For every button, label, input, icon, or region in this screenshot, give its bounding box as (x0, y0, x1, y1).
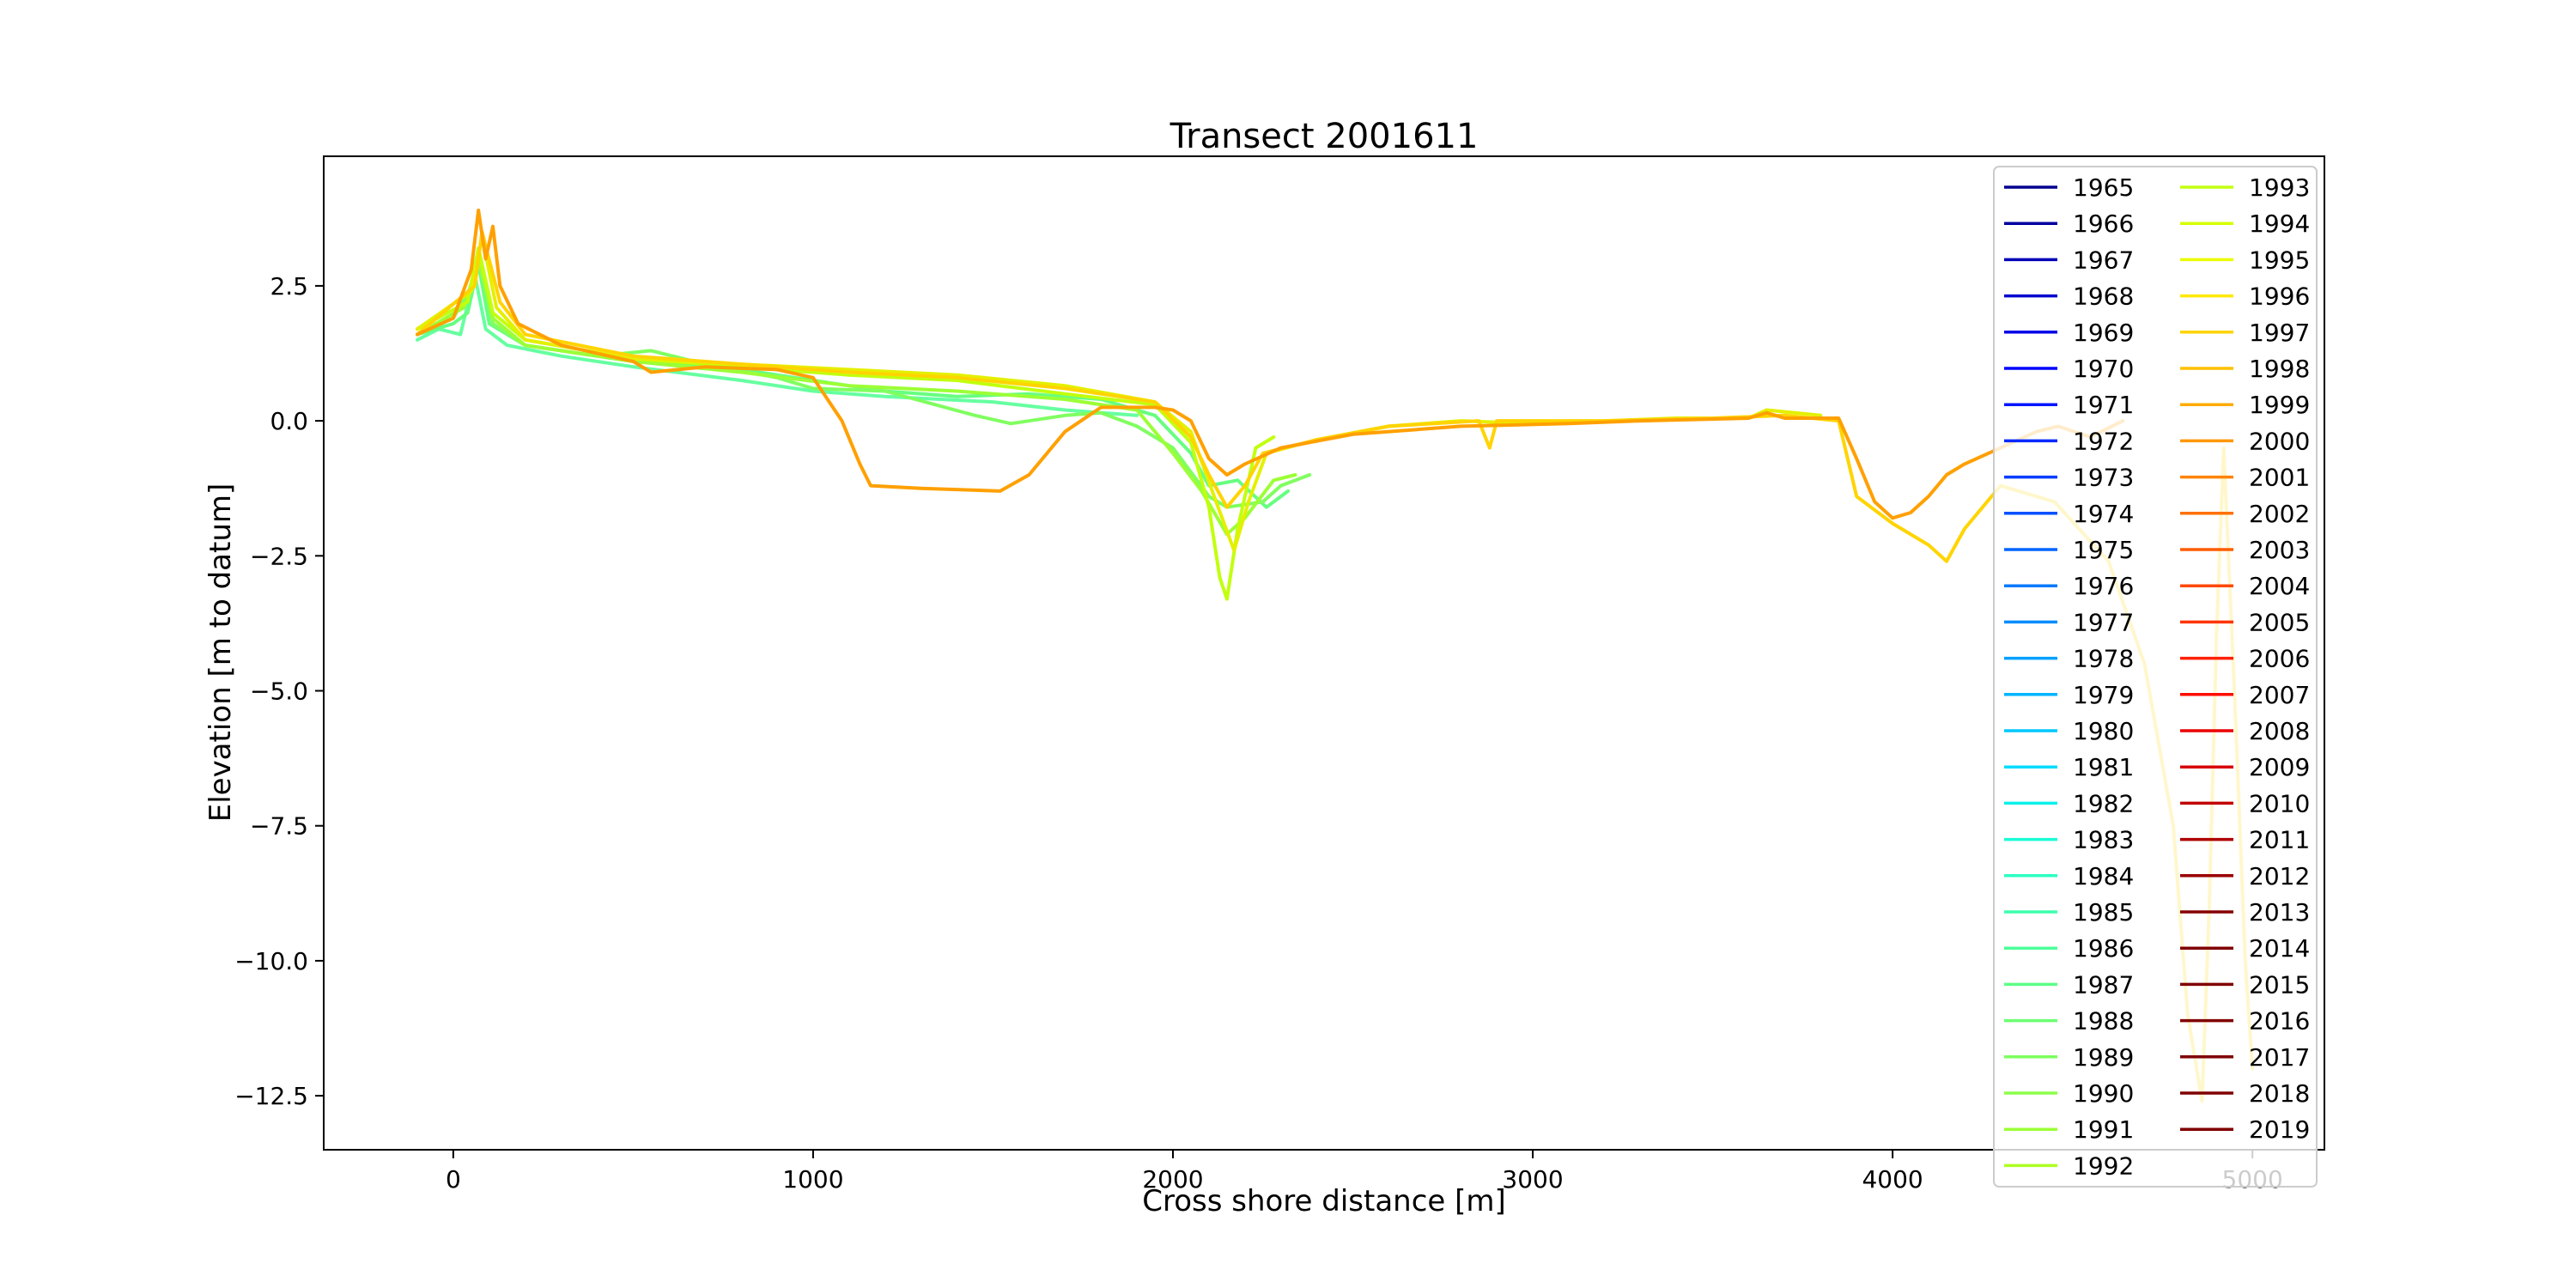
legend-label: 1977 (2073, 608, 2134, 636)
y-tick-label: −2.5 (250, 542, 308, 570)
legend-label: 1993 (2249, 173, 2310, 202)
x-tick-label: 4000 (1862, 1165, 1923, 1194)
series-line-1995 (416, 246, 1276, 601)
chart-title: Transect 2001611 (1170, 117, 1479, 156)
x-tick-label: 3000 (1502, 1165, 1563, 1194)
legend-label: 1978 (2073, 645, 2134, 673)
legend-label: 1994 (2249, 210, 2310, 238)
legend-label: 2019 (2249, 1115, 2310, 1144)
legend-label: 2002 (2249, 500, 2310, 528)
legend-label: 2003 (2249, 536, 2310, 564)
y-tick-label: −12.5 (234, 1082, 308, 1110)
legend-label: 2017 (2249, 1043, 2310, 1072)
series-line-1998 (416, 235, 1823, 552)
legend-box (1993, 166, 2318, 1188)
legend-label: 1967 (2073, 246, 2134, 274)
legend-label: 2011 (2249, 826, 2310, 854)
y-tick-label: −10.0 (234, 947, 308, 975)
legend-label: 2013 (2249, 898, 2310, 927)
legend-label: 1987 (2073, 970, 2134, 999)
legend-label: 1999 (2249, 391, 2310, 419)
series-line-1986 (416, 273, 1139, 417)
legend-label: 1965 (2073, 173, 2134, 202)
series-layer (416, 208, 2255, 1103)
legend-label: 2005 (2249, 608, 2310, 636)
x-tick-label: 1000 (782, 1165, 843, 1194)
legend-label: 1973 (2073, 464, 2134, 492)
y-axis-label: Elevation [m to datum] (204, 483, 238, 823)
legend-label: 1984 (2073, 862, 2134, 890)
legend-label: 2008 (2249, 717, 2310, 745)
legend-label: 2007 (2249, 681, 2310, 709)
y-tick-label: −7.5 (250, 812, 308, 841)
legend-label: 2000 (2249, 427, 2310, 455)
legend-label: 1966 (2073, 210, 2134, 238)
plot-frame (323, 155, 2325, 1151)
legend-label: 1979 (2073, 681, 2134, 709)
legend-label: 1981 (2073, 753, 2134, 781)
legend-label: 1997 (2249, 319, 2310, 347)
x-tick-label: 2000 (1142, 1165, 1203, 1194)
legend-label: 1980 (2073, 717, 2134, 745)
legend-label: 2015 (2249, 970, 2310, 999)
legend-label: 1983 (2073, 826, 2134, 854)
legend-label: 1976 (2073, 572, 2134, 600)
legend-label: 2004 (2249, 572, 2310, 600)
x-axis-label: Cross shore distance [m] (1142, 1184, 1506, 1218)
legend-label: 2018 (2249, 1079, 2310, 1108)
legend-label: 2001 (2249, 464, 2310, 492)
legend-label: 1996 (2249, 283, 2310, 311)
legend-label: 1970 (2073, 355, 2134, 383)
legend-label: 2016 (2249, 1007, 2310, 1036)
legend-label: 1990 (2073, 1079, 2134, 1108)
legend-label: 1986 (2073, 934, 2134, 963)
legend-label: 1982 (2073, 789, 2134, 817)
legend-label: 2010 (2249, 789, 2310, 817)
legend-label: 1969 (2073, 319, 2134, 347)
legend: 1965 1966 1967 1968 1969 1970 1971 1972 1973 1974… (1993, 166, 2318, 1188)
legend-label: 1971 (2073, 391, 2134, 419)
legend-label: 1988 (2073, 1007, 2134, 1036)
series-line-1993 (416, 257, 1297, 537)
legend-label: 1985 (2073, 898, 2134, 927)
y-tick-label: 0.0 (270, 407, 308, 435)
legend-label: 2006 (2249, 645, 2310, 673)
legend-label: 1991 (2073, 1115, 2134, 1144)
legend-label: 1972 (2073, 427, 2134, 455)
legend-label: 1975 (2073, 536, 2134, 564)
legend-label: 2014 (2249, 934, 2310, 963)
series-line-2004 (416, 208, 2125, 520)
y-tick-label: 2.5 (270, 272, 308, 301)
ticks-layer: 0100020003000400050002.50.0−2.5−5.0−7.5−… (234, 272, 2283, 1194)
legend-label: 2009 (2249, 753, 2310, 781)
series-line-2001 (416, 230, 2255, 1103)
legend-label: 2012 (2249, 862, 2310, 890)
legend-label: 1974 (2073, 500, 2134, 528)
x-tick-label: 0 (446, 1165, 461, 1194)
legend-label: 1992 (2073, 1151, 2134, 1180)
legend-label: 1998 (2249, 355, 2310, 383)
legend-label: 1995 (2249, 246, 2310, 274)
legend-label: 1968 (2073, 283, 2134, 311)
y-tick-label: −5.0 (250, 677, 308, 706)
legend-label: 1989 (2073, 1043, 2134, 1072)
